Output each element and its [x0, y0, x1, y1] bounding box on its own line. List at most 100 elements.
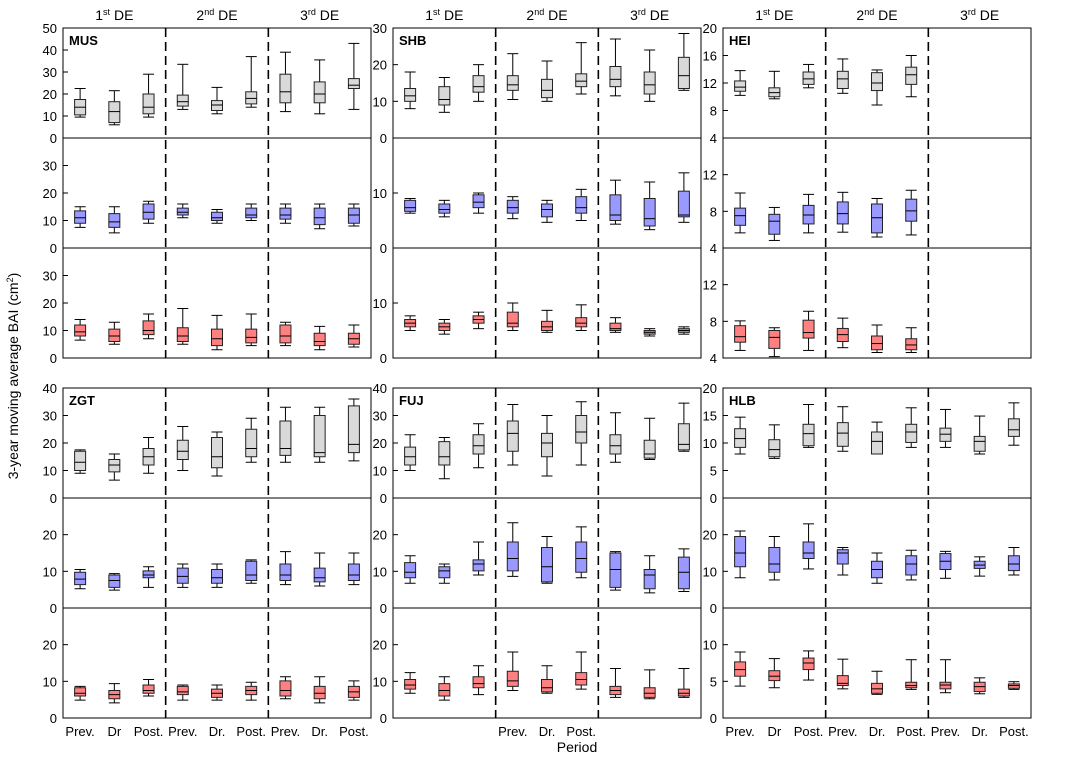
panel-frame	[392, 387, 702, 719]
box-iqr	[74, 210, 87, 224]
box-1	[74, 569, 87, 590]
box-iqr	[176, 439, 189, 460]
box-iqr	[279, 420, 292, 456]
box-2	[108, 206, 121, 234]
box-iqr	[677, 190, 690, 218]
y-tick-label: 0	[50, 491, 57, 506]
box-iqr	[802, 319, 815, 339]
box-iqr	[404, 446, 417, 466]
y-tick-label: 0	[380, 131, 387, 146]
y-tick-label: 50	[43, 21, 57, 36]
box-1	[404, 555, 417, 584]
y-tick-label: 20	[703, 21, 717, 36]
box-iqr	[506, 420, 519, 452]
box-9	[347, 552, 360, 586]
box-5	[541, 309, 553, 333]
box-6	[905, 55, 918, 98]
box-9	[1007, 402, 1020, 446]
y-tick-label: 20	[703, 381, 717, 396]
box-9	[347, 680, 360, 701]
y-tick-label: 4	[710, 131, 717, 146]
box-iqr	[643, 198, 656, 227]
box-8	[313, 552, 326, 587]
box-iqr	[734, 80, 747, 92]
site-label: MUS	[69, 33, 98, 48]
box-2	[438, 563, 451, 584]
y-tick-label: 12	[703, 278, 717, 293]
box-iqr	[677, 423, 690, 451]
box-6	[905, 189, 918, 236]
x-tick-label: Prev.	[65, 724, 94, 739]
box-5	[211, 563, 223, 588]
box-iqr	[211, 437, 223, 469]
box-iqr	[313, 415, 326, 458]
box-2	[768, 424, 781, 459]
box-iqr	[506, 670, 519, 687]
x-tick-label: Prev.	[725, 724, 754, 739]
box-8	[313, 59, 326, 115]
box-2	[438, 676, 451, 701]
box-5	[541, 199, 553, 223]
box-iqr	[506, 311, 519, 328]
box-3	[472, 192, 485, 214]
x-tick-label: Post.	[999, 724, 1029, 739]
box-iqr	[575, 73, 588, 88]
de-header: 3rd DE	[300, 7, 339, 23]
y-tick-label: 0	[50, 351, 57, 366]
box-iqr	[643, 569, 656, 590]
box-1	[404, 672, 417, 694]
box-5	[871, 69, 883, 106]
y-tick-label: 10	[373, 94, 387, 109]
box-iqr	[871, 431, 883, 455]
box-iqr	[643, 687, 656, 698]
y-tick-label: 30	[43, 409, 57, 424]
box-iqr	[142, 684, 155, 694]
box-iqr	[939, 681, 952, 690]
box-6	[575, 526, 588, 579]
box-iqr	[176, 94, 189, 107]
box-iqr	[347, 207, 360, 224]
x-tick-label: Dr	[767, 724, 781, 739]
box-iqr	[313, 332, 326, 347]
box-iqr	[211, 211, 223, 221]
box-2	[108, 90, 121, 126]
y-tick-label: 10	[43, 464, 57, 479]
box-iqr	[211, 569, 223, 584]
box-iqr	[74, 571, 87, 586]
box-iqr	[575, 672, 588, 686]
de-header: 3rd DE	[630, 7, 669, 23]
box-3	[802, 404, 815, 448]
box-iqr	[905, 66, 918, 85]
box-9	[347, 398, 360, 462]
box-iqr	[905, 338, 918, 351]
box-iqr	[802, 541, 815, 559]
box-8	[643, 328, 656, 337]
panel-zgt: ZGT 0 10 20 30 40 0 10 20 0 10 20 Prev. Dr Post. Prev. D…	[43, 381, 372, 739]
box-4	[506, 404, 519, 466]
box-7	[279, 321, 292, 347]
box-iqr	[245, 91, 258, 105]
box-1	[74, 319, 87, 341]
y-tick-label: 20	[373, 58, 387, 73]
box-iqr	[768, 213, 781, 235]
box-iqr	[176, 685, 189, 696]
box-iqr	[609, 194, 622, 221]
box-1	[74, 685, 87, 701]
y-tick-label: 20	[373, 436, 387, 451]
box-iqr	[734, 536, 747, 568]
box-iqr	[734, 325, 747, 343]
box-iqr	[245, 560, 258, 581]
box-1	[74, 206, 87, 228]
box-7	[279, 676, 292, 700]
box-1	[734, 530, 747, 579]
box-2	[768, 327, 781, 358]
box-iqr	[279, 324, 292, 344]
box-7	[939, 408, 952, 448]
x-tick-label: Dr.	[971, 724, 988, 739]
box-3	[472, 541, 485, 576]
box-8	[643, 181, 656, 231]
site-label: SHB	[399, 33, 426, 48]
panel-group: 1st DE 2nd DE 3rd DEMUS0102030405001020300…	[43, 7, 1032, 739]
box-iqr	[279, 207, 292, 220]
box-iqr	[279, 563, 292, 581]
